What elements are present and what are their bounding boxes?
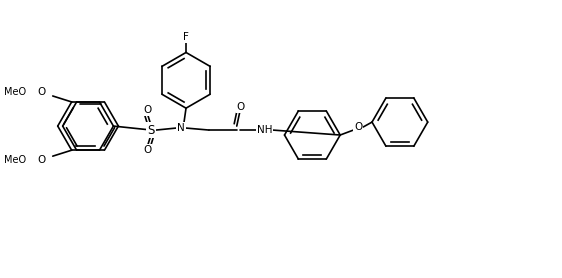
- Text: O: O: [38, 155, 46, 165]
- Text: O: O: [354, 122, 362, 132]
- Text: O: O: [237, 102, 245, 112]
- Text: O: O: [143, 145, 151, 155]
- Text: N: N: [177, 123, 185, 133]
- Text: NH: NH: [257, 125, 273, 135]
- Text: MeO: MeO: [4, 155, 26, 165]
- Text: S: S: [147, 123, 155, 136]
- Text: MeO: MeO: [4, 87, 26, 97]
- Text: F: F: [183, 31, 189, 41]
- Text: O: O: [143, 105, 151, 115]
- Text: O: O: [38, 87, 46, 97]
